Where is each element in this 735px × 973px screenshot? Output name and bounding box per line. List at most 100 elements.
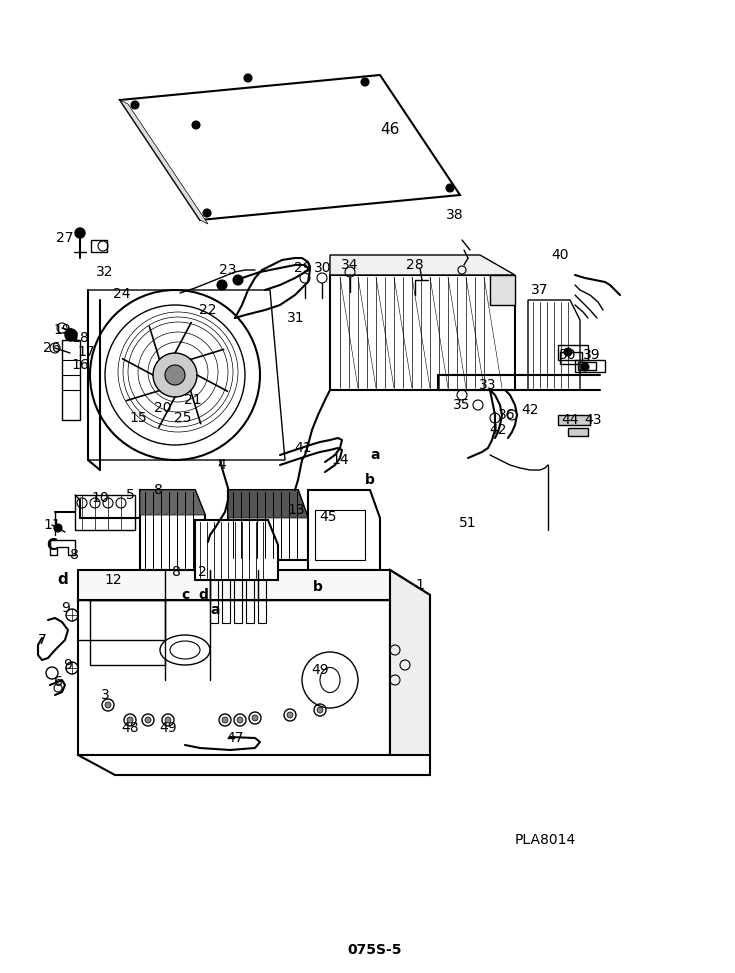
Text: 34: 34 — [341, 258, 359, 272]
Circle shape — [244, 74, 252, 82]
Text: 075S-5: 075S-5 — [348, 943, 402, 957]
Bar — [568, 428, 588, 436]
Text: c: c — [182, 588, 190, 602]
Text: d: d — [57, 572, 68, 588]
Bar — [560, 352, 582, 364]
Circle shape — [127, 717, 133, 723]
Text: d: d — [198, 588, 208, 602]
Text: 50: 50 — [559, 348, 577, 362]
Circle shape — [446, 184, 454, 192]
Text: 37: 37 — [531, 283, 549, 297]
Text: 48: 48 — [121, 721, 139, 735]
Text: 16: 16 — [71, 358, 89, 372]
Circle shape — [105, 305, 245, 445]
Text: 47: 47 — [226, 731, 244, 745]
Polygon shape — [308, 490, 380, 570]
Bar — [222, 578, 230, 623]
Circle shape — [252, 715, 258, 721]
Text: 49: 49 — [311, 663, 329, 677]
Polygon shape — [228, 490, 308, 560]
Bar — [90, 600, 165, 665]
Circle shape — [153, 353, 197, 397]
Text: 22: 22 — [199, 303, 217, 317]
Circle shape — [90, 290, 260, 460]
Circle shape — [54, 524, 62, 532]
Text: 23: 23 — [219, 263, 237, 277]
Text: 46: 46 — [380, 123, 400, 137]
Text: PLA8014: PLA8014 — [514, 833, 576, 847]
Text: 19: 19 — [53, 323, 71, 337]
Text: 9: 9 — [62, 601, 71, 615]
Text: 24: 24 — [113, 287, 131, 301]
Polygon shape — [120, 100, 208, 224]
Text: b: b — [365, 473, 375, 487]
Polygon shape — [140, 490, 205, 570]
Circle shape — [165, 365, 185, 385]
Text: 39: 39 — [583, 348, 600, 362]
Bar — [578, 362, 596, 370]
Bar — [258, 578, 266, 623]
Text: 2: 2 — [198, 565, 207, 579]
Text: 49: 49 — [159, 721, 177, 735]
Text: 18: 18 — [71, 331, 89, 345]
Text: 40: 40 — [551, 248, 569, 262]
Circle shape — [192, 121, 200, 129]
Circle shape — [287, 712, 293, 718]
Text: C: C — [46, 537, 57, 553]
Text: 41: 41 — [294, 441, 312, 455]
Text: 20: 20 — [154, 401, 172, 415]
Text: 3: 3 — [101, 688, 110, 702]
Text: 45: 45 — [319, 510, 337, 524]
Text: 36: 36 — [498, 408, 516, 422]
Text: 15: 15 — [129, 411, 147, 425]
Polygon shape — [78, 600, 390, 755]
Text: 42: 42 — [490, 423, 506, 437]
Text: 33: 33 — [479, 378, 497, 392]
Bar — [558, 415, 590, 425]
Bar — [246, 578, 254, 623]
Text: 5: 5 — [126, 488, 135, 502]
Text: 11: 11 — [43, 518, 61, 532]
Text: 14: 14 — [331, 453, 349, 467]
Text: 12: 12 — [104, 573, 122, 587]
Text: 8: 8 — [171, 565, 180, 579]
Bar — [75, 495, 135, 530]
Bar — [91, 240, 107, 252]
Text: a: a — [370, 448, 380, 462]
Circle shape — [233, 275, 243, 285]
Text: 43: 43 — [584, 413, 602, 427]
Circle shape — [65, 329, 77, 341]
Text: 13: 13 — [287, 503, 305, 517]
Polygon shape — [140, 490, 205, 515]
Polygon shape — [490, 275, 515, 305]
Text: 26: 26 — [43, 341, 61, 355]
Text: 17: 17 — [77, 345, 95, 359]
Text: 31: 31 — [287, 311, 305, 325]
Polygon shape — [120, 75, 460, 220]
Polygon shape — [330, 275, 515, 390]
Circle shape — [203, 209, 211, 217]
Text: 9: 9 — [63, 658, 73, 672]
Circle shape — [564, 348, 572, 356]
Bar — [234, 578, 242, 623]
Text: 4: 4 — [218, 458, 226, 472]
Circle shape — [581, 363, 589, 371]
Text: 8: 8 — [154, 483, 162, 497]
Text: 29: 29 — [294, 261, 312, 275]
Polygon shape — [195, 520, 278, 580]
Bar — [558, 345, 588, 360]
Circle shape — [361, 78, 369, 86]
Circle shape — [105, 702, 111, 708]
Ellipse shape — [160, 635, 210, 665]
Text: 30: 30 — [315, 261, 331, 275]
Text: 42: 42 — [521, 403, 539, 417]
Bar — [315, 510, 365, 560]
Text: 28: 28 — [406, 258, 424, 272]
Circle shape — [217, 280, 227, 290]
Bar — [62, 340, 80, 420]
Circle shape — [317, 707, 323, 713]
Circle shape — [131, 101, 139, 109]
Text: 32: 32 — [96, 265, 114, 279]
Circle shape — [165, 717, 171, 723]
Text: 21: 21 — [184, 393, 202, 407]
